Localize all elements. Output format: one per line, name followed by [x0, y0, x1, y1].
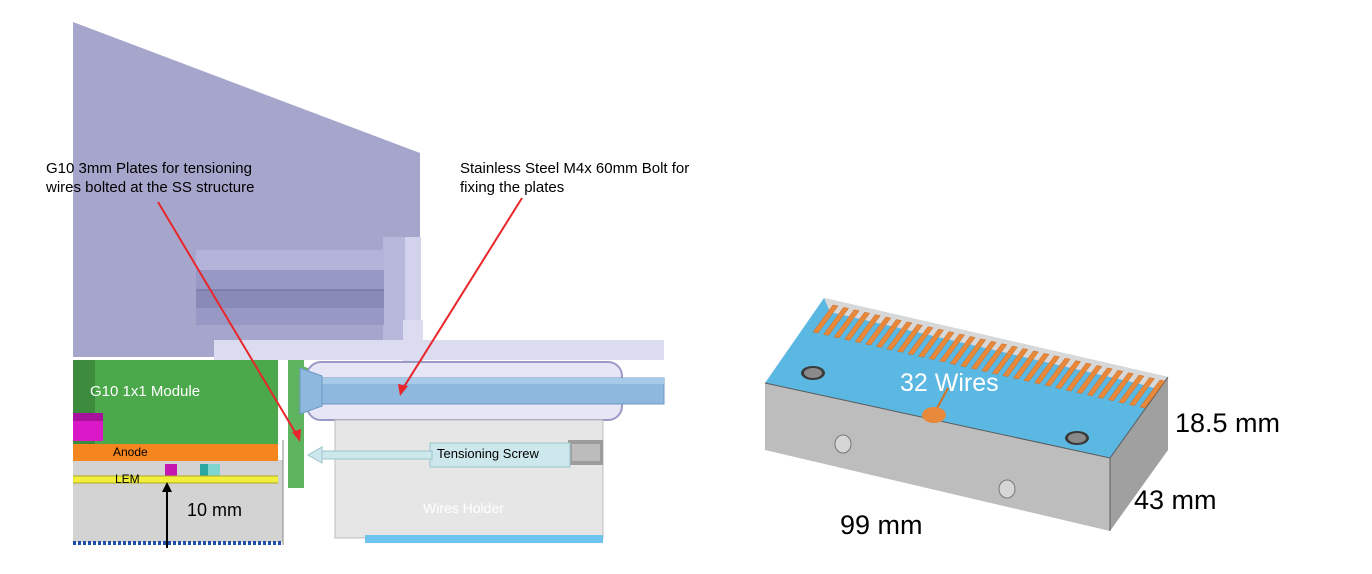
wire-pad: [1023, 353, 1050, 382]
wire-pad: [1076, 365, 1103, 394]
pin-magenta: [165, 464, 177, 476]
plates-annotation-line1: G10 3mm Plates for tensioning: [46, 160, 252, 177]
front-hole-1: [834, 434, 852, 454]
support-tube-shade-low: [196, 290, 384, 308]
ss-inner-block: [383, 237, 405, 342]
tensioning-screw: [429, 442, 571, 468]
wire-pad: [823, 307, 849, 336]
wire-pad: [833, 309, 860, 339]
wire-pad: [1034, 355, 1060, 385]
wire-pad: [844, 311, 871, 341]
anode-strip: [73, 444, 278, 461]
ss-step: [214, 340, 664, 360]
wire-pad: [939, 333, 966, 363]
wire-pad: [886, 321, 913, 351]
center-pad: [922, 407, 946, 423]
wire-pad: [991, 345, 1018, 375]
bolt-head: [299, 367, 323, 415]
length-dimension-label: 99 mm: [840, 510, 923, 540]
lower-body: [73, 460, 283, 542]
wire-pad: [812, 304, 839, 334]
wires-label: 32 Wires: [900, 369, 999, 397]
screw-label: Tensioning Screw: [437, 446, 539, 461]
wire-pad: [1012, 350, 1039, 380]
magenta-block-dark: [73, 413, 103, 421]
lem-strip: [73, 476, 278, 483]
bolt-annotation-line1: Stainless Steel M4x 60mm Bolt for: [460, 160, 690, 177]
wire-pad: [949, 336, 976, 365]
wire-pad: [865, 316, 892, 346]
gap-dimension-label: 10 mm: [187, 500, 243, 520]
holder-recess-inner: [572, 444, 600, 461]
wire-pad: [970, 341, 997, 370]
g10-module: [73, 360, 278, 445]
wire-pad: [1044, 357, 1071, 387]
wire-pad: [1129, 377, 1155, 406]
wire-pad: [1097, 370, 1124, 399]
wire-pad: [1055, 360, 1082, 389]
wire-pads: [812, 304, 1166, 409]
block-top-face: [765, 298, 1168, 458]
wire-pad: [1118, 374, 1145, 404]
wire-pad: [981, 343, 1008, 372]
wire-pad: [1065, 362, 1092, 392]
block-side-face: [1110, 377, 1168, 531]
wire-pad: [875, 319, 902, 348]
wire-pad: [960, 338, 987, 368]
wire-pad: [918, 328, 944, 358]
plates-annotation-arrow: [157, 201, 299, 438]
wire-pad: [896, 324, 923, 353]
plates-annotation-line2: wires bolted at the SS structure: [46, 179, 255, 196]
screw-arrow-head: [306, 446, 323, 464]
wire-pad: [907, 326, 934, 356]
wire-pad: [928, 331, 955, 360]
holder-bottom-strip: [365, 535, 603, 543]
lem-label: LEM: [115, 472, 140, 486]
height-dimension-label: 18.5 mm: [1175, 408, 1281, 438]
wire-pad: [1086, 367, 1113, 397]
pin-teal: [200, 464, 208, 476]
holder-label: Wires Holder: [423, 500, 504, 516]
wire-pad: [1139, 379, 1166, 409]
support-tube-shade: [196, 250, 384, 270]
top-hole-left-inner: [804, 368, 822, 378]
bolt-annotation-line2: fixing the plates: [460, 179, 565, 196]
bolt-annotation-arrow: [401, 197, 523, 391]
front-hole-2: [998, 479, 1016, 499]
module-label: G10 1x1 Module: [90, 383, 201, 400]
ss-inner-rail: [405, 237, 421, 342]
top-hole-right-inner: [1068, 433, 1086, 443]
pin-teal-light: [208, 464, 220, 476]
wire-pad: [1002, 348, 1029, 377]
wires-holder: [334, 419, 604, 539]
block-front-face: [765, 383, 1110, 531]
wire-pad: [1107, 372, 1134, 402]
wire-pad: [854, 314, 881, 343]
anode-label: Anode: [113, 445, 148, 459]
bolt-top-line: [318, 378, 664, 384]
depth-dimension-label: 43 mm: [1134, 485, 1217, 515]
ss-step-right: [403, 320, 423, 362]
